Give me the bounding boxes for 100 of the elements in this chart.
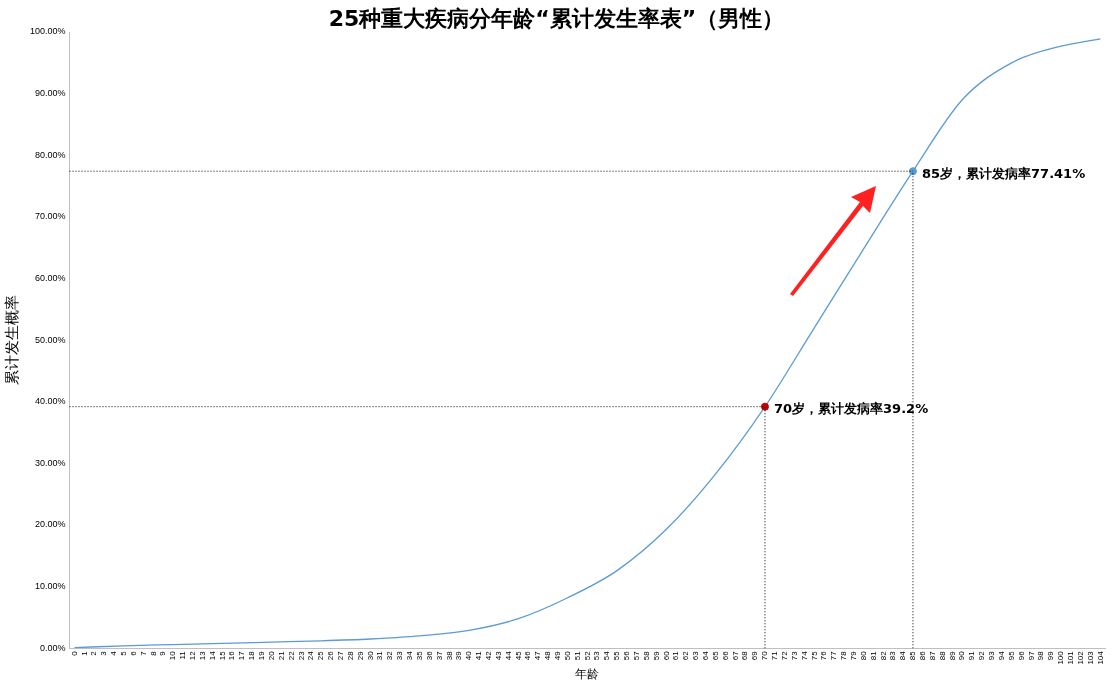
x-tick-label: 41: [474, 650, 484, 661]
y-tick-label: 20.00%: [35, 519, 66, 530]
y-tick-label: 10.00%: [35, 581, 66, 592]
x-tick-label: 40: [464, 650, 474, 661]
x-tick-label: 71: [770, 650, 780, 661]
x-tick-label: 16: [227, 650, 237, 661]
annotation: 70岁，累计发病率39.2%: [773, 401, 929, 417]
x-tick-label: 27: [336, 650, 346, 661]
x-tick-label: 68: [740, 650, 750, 661]
annotation: 85岁，累计发病率77.41%: [921, 165, 1086, 181]
x-tick-label: 52: [582, 650, 592, 661]
y-tick-label: 80.00%: [35, 149, 66, 160]
x-tick-label: 31: [375, 650, 385, 661]
x-tick-label: 50: [562, 650, 572, 661]
x-tick-label: 96: [1016, 650, 1026, 661]
x-tick-label: 79: [848, 650, 858, 661]
x-tick-label: 12: [188, 650, 198, 661]
x-tick-label: 98: [1036, 650, 1046, 661]
x-tick-label: 59: [651, 650, 661, 661]
x-tick-label: 61: [671, 650, 681, 661]
x-tick-label: 26: [326, 650, 336, 661]
x-tick-label: 19: [257, 650, 267, 661]
x-tick-label: 43: [493, 650, 503, 661]
x-tick-label: 87: [927, 650, 937, 661]
x-tick-label: 11: [178, 650, 188, 660]
x-tick-label: 58: [641, 650, 651, 661]
x-tick-label: 18: [247, 650, 257, 661]
x-tick-label: 56: [622, 650, 632, 661]
x-tick-label: 69: [750, 650, 760, 661]
x-tick-label: 48: [543, 650, 553, 661]
y-tick-label: 90.00%: [35, 88, 66, 99]
x-tick-label: 102: [1075, 650, 1085, 665]
x-tick-label: 97: [1026, 650, 1036, 661]
x-tick-label: 84: [898, 650, 908, 661]
x-tick-label: 37: [434, 650, 444, 661]
y-tick-label: 70.00%: [35, 211, 66, 222]
x-tick-label: 47: [533, 650, 543, 661]
x-tick-label: 28: [345, 650, 355, 661]
x-tick-label: 81: [868, 650, 878, 661]
x-tick-label: 4: [109, 650, 119, 656]
x-tick-label: 10: [168, 650, 178, 661]
x-tick-label: 22: [286, 650, 296, 661]
x-tick-label: 46: [523, 650, 533, 661]
x-tick-label: 80: [858, 650, 868, 661]
x-tick-label: 32: [385, 650, 395, 661]
x-tick-label: 14: [207, 650, 217, 661]
x-tick-label: 35: [414, 650, 424, 661]
x-tick-label: 101: [1065, 650, 1075, 665]
y-axis-title: 累计发生概率: [3, 295, 21, 386]
x-tick-label: 33: [395, 650, 405, 661]
x-tick-label: 24: [306, 650, 316, 661]
x-tick-label: 51: [572, 650, 582, 661]
x-tick-label: 73: [789, 650, 799, 661]
x-tick-label: 60: [661, 650, 671, 661]
x-tick-label: 20: [266, 650, 276, 661]
y-tick-label: 30.00%: [35, 457, 66, 468]
x-tick-label: 72: [779, 650, 789, 661]
x-tick-label: 3: [99, 650, 109, 656]
x-tick-label: 93: [987, 650, 997, 661]
x-tick-label: 13: [197, 650, 207, 661]
x-tick-label: 8: [148, 650, 158, 656]
x-tick-label: 42: [483, 650, 493, 661]
x-tick-label: 103: [1085, 650, 1095, 665]
x-tick-label: 45: [513, 650, 523, 661]
x-tick-label: 17: [237, 650, 247, 661]
x-tick-label: 67: [730, 650, 740, 661]
x-tick-label: 82: [878, 650, 888, 661]
y-tick-label: 0.00%: [40, 642, 66, 653]
x-tick-label: 15: [217, 650, 227, 661]
y-tick-label: 40.00%: [35, 396, 66, 407]
y-tick-label: 50.00%: [35, 334, 66, 345]
x-tick-label: 100: [1056, 650, 1066, 665]
x-tick-label: 30: [365, 650, 375, 661]
x-axis-title: 年龄: [575, 667, 600, 682]
x-tick-label: 1: [79, 650, 89, 656]
x-tick-label: 25: [316, 650, 326, 661]
x-tick-label: 75: [809, 650, 819, 661]
x-tick-label: 34: [405, 650, 415, 661]
x-tick-label: 0: [69, 650, 79, 656]
x-tick-label: 54: [602, 650, 612, 661]
chart-title: 25种重大疾病分年龄“累计发生率表”（男性）: [328, 6, 785, 31]
x-tick-label: 74: [799, 650, 809, 661]
y-tick-label: 60.00%: [35, 272, 66, 283]
x-tick-label: 64: [701, 650, 710, 661]
x-tick-label: 85: [908, 650, 918, 661]
x-tick-label: 38: [444, 650, 454, 661]
x-tick-label: 2: [89, 650, 99, 656]
x-tick-label: 65: [710, 650, 720, 661]
x-tick-label: 76: [819, 650, 829, 661]
x-tick-label: 88: [937, 650, 947, 661]
x-tick-label: 29: [355, 650, 365, 661]
x-tick-label: 55: [612, 650, 622, 661]
x-tick-label: 57: [631, 650, 641, 661]
x-tick-label: 86: [918, 650, 928, 661]
y-tick-label: 100.00%: [30, 26, 66, 37]
x-tick-label: 92: [977, 650, 987, 661]
x-tick-label: 83: [888, 650, 898, 661]
x-tick-label: 90: [957, 650, 967, 661]
x-tick-label: 104: [1095, 650, 1105, 665]
x-tick-label: 6: [128, 650, 138, 656]
